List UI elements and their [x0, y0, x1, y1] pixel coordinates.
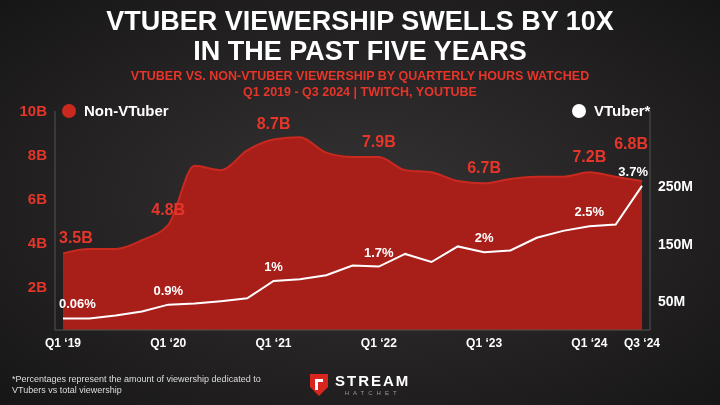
- svg-text:50M: 50M: [658, 293, 685, 309]
- svg-text:0.9%: 0.9%: [153, 283, 183, 298]
- svg-text:7.2B: 7.2B: [572, 148, 606, 165]
- svg-text:8B: 8B: [28, 146, 47, 163]
- svg-text:2B: 2B: [28, 278, 47, 295]
- svg-text:Q1 ‘19: Q1 ‘19: [45, 336, 81, 350]
- svg-text:3.7%: 3.7%: [618, 164, 648, 179]
- svg-text:6B: 6B: [28, 190, 47, 207]
- svg-text:10B: 10B: [19, 102, 47, 119]
- svg-text:8.7B: 8.7B: [257, 115, 291, 132]
- html-text:HATCHET: HATCHET: [344, 390, 401, 396]
- svg-text:Q1 ‘24: Q1 ‘24: [571, 336, 607, 350]
- html-text:VTuber*: VTuber*: [594, 102, 651, 119]
- html-text:*Percentages represent the amo: *Percentages represent the amount of vie…: [12, 374, 261, 395]
- svg-text:6.8B: 6.8B: [614, 135, 648, 152]
- svg-text:Q1 ‘22: Q1 ‘22: [361, 336, 397, 350]
- svg-text:1%: 1%: [264, 259, 283, 274]
- svg-text:2%: 2%: [475, 230, 494, 245]
- svg-text:250M: 250M: [658, 178, 693, 194]
- svg-text:1.7%: 1.7%: [364, 245, 394, 260]
- html-text:Non-VTuber: Non-VTuber: [84, 102, 169, 119]
- html-text:VTUBER VS. NON-VTUBER VIEWERSH: VTUBER VS. NON-VTUBER VIEWERSHIP BY QUAR…: [130, 69, 590, 99]
- svg-text:Q1 ‘21: Q1 ‘21: [256, 336, 292, 350]
- svg-text:4.8B: 4.8B: [151, 201, 185, 218]
- svg-text:Q1 ‘23: Q1 ‘23: [466, 336, 502, 350]
- svg-text:6.7B: 6.7B: [467, 159, 501, 176]
- svg-text:Q3 ‘24: Q3 ‘24: [624, 336, 660, 350]
- svg-text:0.06%: 0.06%: [59, 296, 96, 311]
- svg-text:2.5%: 2.5%: [575, 204, 605, 219]
- svg-text:4B: 4B: [28, 234, 47, 251]
- html-text:STREAM: STREAM: [335, 372, 411, 389]
- html-text:VTUBER VIEWERSHIP SWELLS BY 10: VTUBER VIEWERSHIP SWELLS BY 10X IN THE P…: [106, 6, 614, 66]
- svg-text:7.9B: 7.9B: [362, 133, 396, 150]
- svg-text:150M: 150M: [658, 236, 693, 252]
- svg-text:3.5B: 3.5B: [59, 229, 93, 246]
- svg-text:Q1 ‘20: Q1 ‘20: [150, 336, 186, 350]
